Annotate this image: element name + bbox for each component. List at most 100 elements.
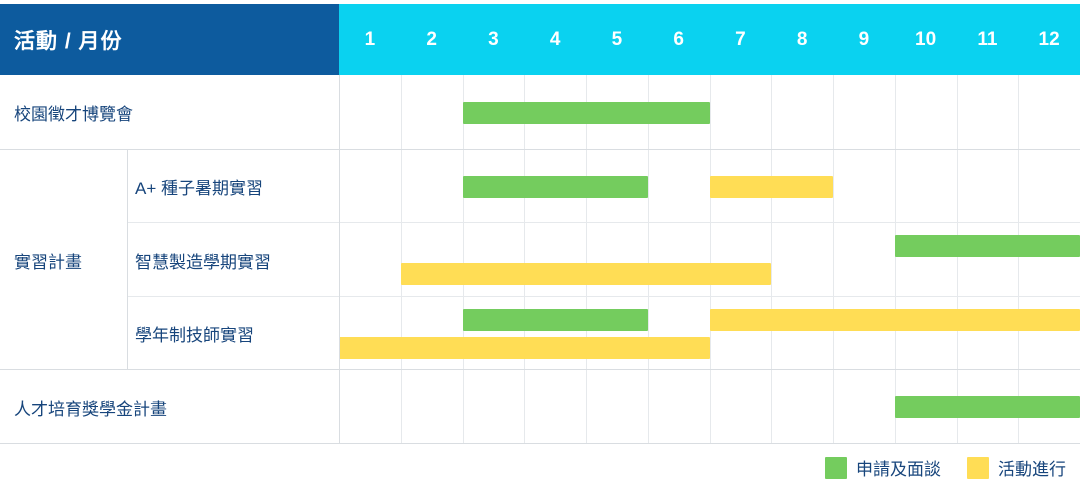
- month-gridline: [771, 75, 773, 150]
- month-gridline: [833, 223, 834, 297]
- row-divider: [127, 296, 1080, 297]
- month-gridline: [586, 223, 587, 297]
- table-header-row: 活動 / 月份 1 2 3 4 5 6 7 8 9 10 11 12: [0, 4, 1080, 75]
- month-gridline: [1018, 223, 1020, 297]
- month-gridline: [647, 297, 649, 370]
- month-gridline: [833, 150, 834, 223]
- row-divider: [0, 149, 1080, 150]
- row-label-2: 智慧製造學期實習: [135, 252, 271, 272]
- header-activity-month-label: 活動 / 月份: [14, 29, 123, 53]
- legend-label: 申請及面談: [856, 460, 941, 479]
- month-gridline: [894, 150, 896, 223]
- month-header-4: 4: [549, 28, 561, 50]
- month-header-3: 3: [488, 28, 499, 50]
- table-row: 智慧製造學期實習: [0, 223, 1080, 297]
- table-row: 校園徵才博覽會: [0, 75, 1080, 150]
- month-header-7: 7: [735, 28, 746, 50]
- legend-item-green: 申請及面談: [825, 455, 941, 480]
- table-row: 學年制技師實習: [0, 297, 1080, 370]
- gantt-bar-yellow: [400, 263, 772, 285]
- month-gridline: [709, 297, 711, 370]
- month-header-11: 11: [977, 28, 998, 50]
- legend-swatch-yellow: [967, 456, 989, 479]
- row-divider: [127, 222, 1080, 223]
- month-gridline: [709, 75, 711, 150]
- month-gridline: [771, 223, 773, 297]
- month-header-12: 12: [1038, 28, 1060, 50]
- month-gridline: [833, 297, 834, 370]
- row-label-3: 學年制技師實習: [135, 326, 254, 345]
- month-gridline: [462, 370, 464, 444]
- table-row: 人才培育獎學金計畫: [0, 370, 1080, 444]
- month-gridline: [524, 297, 526, 370]
- gantt-bar-green: [462, 101, 710, 124]
- month-gridline: [586, 370, 587, 444]
- legend-swatch-green: [825, 456, 847, 479]
- month-gridline: [400, 370, 402, 444]
- gantt-bar-green: [894, 235, 1080, 257]
- row-track: [339, 150, 1080, 223]
- row-divider: [0, 443, 1080, 444]
- month-header-5: 5: [611, 28, 623, 50]
- month-gridline: [400, 150, 402, 223]
- month-gridline: [956, 223, 958, 297]
- month-gridline: [462, 297, 464, 370]
- gantt-table: 活動 / 月份 1 2 3 4 5 6 7 8 9 10 11 12 校園徵才博覽會 A+ 種子暑期實習…: [0, 4, 1080, 444]
- month-header-6: 6: [673, 28, 684, 50]
- row-divider: [0, 369, 1080, 370]
- gantt-bar-green: [894, 396, 1080, 418]
- month-header-2: 2: [426, 28, 437, 50]
- month-gridline: [833, 75, 834, 150]
- month-gridline: [956, 150, 958, 223]
- gantt-bar-yellow: [709, 175, 833, 198]
- legend-item-yellow: 活動進行: [967, 455, 1066, 480]
- row-track: [339, 223, 1080, 297]
- month-gridline: [709, 370, 711, 444]
- month-gridline: [894, 223, 896, 297]
- row-label-1: A+ 種子暑期實習: [135, 179, 263, 198]
- row-track: [339, 370, 1080, 444]
- gantt-bar-green: [462, 175, 648, 198]
- month-gridline: [1018, 75, 1020, 150]
- month-gridline: [647, 150, 649, 223]
- month-header-8: 8: [796, 28, 808, 50]
- month-gridline: [833, 370, 834, 444]
- row-label-0: 校園徵才博覽會: [14, 105, 133, 124]
- column-divider: [339, 75, 340, 444]
- month-gridline: [894, 75, 896, 150]
- month-gridline: [647, 223, 649, 297]
- month-gridline: [894, 297, 896, 370]
- legend: 申請及面談 活動進行: [825, 455, 1066, 480]
- gantt-bar-yellow: [709, 308, 1080, 331]
- month-gridline: [586, 297, 587, 370]
- month-gridline: [524, 223, 526, 297]
- gantt-bar-green: [462, 308, 648, 331]
- row-group-label: 實習計畫: [14, 252, 82, 272]
- month-header-9: 9: [858, 28, 870, 50]
- legend-label: 活動進行: [998, 460, 1066, 479]
- month-header-10: 10: [915, 28, 937, 50]
- month-gridline: [400, 297, 402, 370]
- month-gridline: [771, 297, 773, 370]
- row-track: [339, 297, 1080, 370]
- row-label-4: 人才培育獎學金計畫: [14, 399, 167, 419]
- table-body: 校園徵才博覽會 A+ 種子暑期實習 智慧製造學期實習 學年制技師實習人才培育獎學金計畫…: [0, 75, 1080, 444]
- month-gridline: [647, 370, 649, 444]
- month-gridline: [400, 75, 402, 150]
- group-column-divider: [127, 150, 128, 370]
- month-gridline: [1018, 150, 1020, 223]
- month-gridline: [709, 223, 711, 297]
- month-header-1: 1: [364, 28, 376, 50]
- month-gridline: [956, 297, 958, 370]
- header-activity-month-cell: 活動 / 月份: [0, 4, 339, 75]
- table-row: A+ 種子暑期實習: [0, 150, 1080, 223]
- gantt-bar-yellow: [339, 336, 710, 359]
- month-gridline: [956, 75, 958, 150]
- header-months-cell: 1 2 3 4 5 6 7 8 9 10 11 12: [339, 4, 1080, 75]
- month-gridline: [524, 370, 526, 444]
- month-gridline: [400, 223, 402, 297]
- month-gridline: [1018, 297, 1020, 370]
- month-gridline: [462, 223, 464, 297]
- month-gridline: [771, 370, 773, 444]
